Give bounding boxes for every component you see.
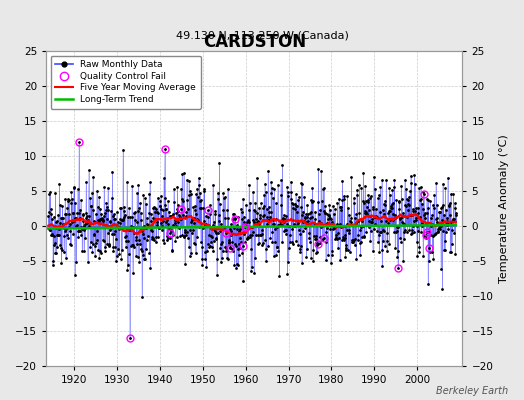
Title: CARDSTON: CARDSTON [203,33,306,51]
Text: 49.130 N, 113.250 W (Canada): 49.130 N, 113.250 W (Canada) [176,30,348,40]
Text: Berkeley Earth: Berkeley Earth [436,386,508,396]
Y-axis label: Temperature Anomaly (°C): Temperature Anomaly (°C) [499,134,509,283]
Legend: Raw Monthly Data, Quality Control Fail, Five Year Moving Average, Long-Term Tren: Raw Monthly Data, Quality Control Fail, … [50,56,201,109]
